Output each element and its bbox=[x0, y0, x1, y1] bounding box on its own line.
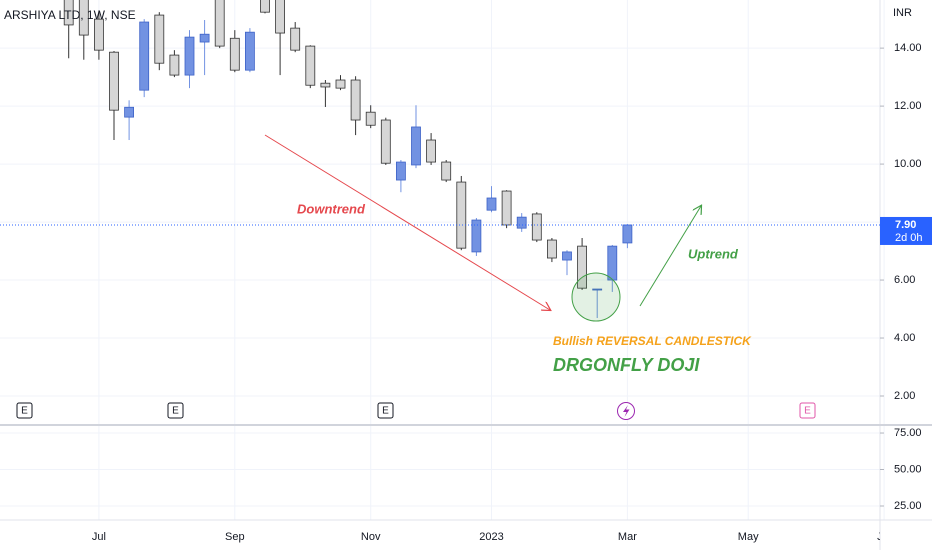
candle-body bbox=[501, 190, 512, 226]
candle-body bbox=[244, 31, 255, 71]
last-price-label: 7.90 bbox=[895, 219, 916, 231]
y-tick-label: 6.00 bbox=[894, 274, 915, 286]
candle-body bbox=[169, 54, 180, 76]
x-tick-label: Nov bbox=[361, 531, 381, 543]
candle-body bbox=[214, 0, 225, 47]
candle-body bbox=[78, 0, 89, 36]
lightning-glyph bbox=[623, 405, 630, 417]
candle-body bbox=[290, 27, 301, 51]
candle-body bbox=[154, 14, 165, 64]
y-tick-label: 4.00 bbox=[894, 332, 915, 344]
axes: 2.004.006.008.0010.0012.0014.0025.0050.0… bbox=[0, 42, 932, 543]
candle-body bbox=[426, 139, 437, 163]
event-box[interactable] bbox=[799, 402, 816, 419]
candles bbox=[63, 0, 633, 319]
candle-body bbox=[622, 224, 633, 244]
candle-body bbox=[411, 126, 421, 166]
x-tick-label: Jul bbox=[92, 531, 106, 543]
annotation: Uptrend bbox=[688, 246, 739, 261]
x-tick-label: 2023 bbox=[479, 531, 503, 543]
y-tick-label: 14.00 bbox=[894, 42, 922, 54]
y2-tick-label: 75.00 bbox=[894, 427, 922, 439]
candle-body bbox=[577, 245, 587, 289]
y2-tick-label: 50.00 bbox=[894, 463, 922, 475]
y-tick-label: 2.00 bbox=[894, 390, 915, 402]
x-axis-labels: Jul Sep Nov 2023 Mar May Jul bbox=[92, 531, 891, 543]
candle-body bbox=[139, 21, 150, 91]
candle-body bbox=[441, 161, 452, 181]
x-tick-label: Mar bbox=[618, 531, 637, 543]
candle-body bbox=[456, 181, 467, 249]
candle-body bbox=[592, 288, 603, 291]
x-tick-label: May bbox=[738, 531, 759, 543]
event-label[interactable]: E bbox=[804, 406, 811, 417]
candle-body bbox=[547, 239, 557, 259]
candle-body bbox=[395, 161, 406, 181]
event-box[interactable] bbox=[16, 402, 33, 419]
candle-body bbox=[124, 106, 134, 118]
candle-body bbox=[380, 119, 391, 164]
event-label[interactable]: E bbox=[21, 406, 28, 417]
last-price-box bbox=[880, 216, 932, 245]
candle-body bbox=[607, 245, 618, 281]
x-tick-label: Sep bbox=[225, 531, 245, 543]
candle-body bbox=[350, 79, 361, 121]
event-box[interactable] bbox=[377, 402, 394, 419]
annotation: Downtrend bbox=[297, 201, 366, 216]
candle-body bbox=[63, 0, 74, 26]
x-tick-label: Jul bbox=[877, 531, 891, 543]
candle-body bbox=[260, 0, 270, 13]
candle-body bbox=[516, 216, 527, 229]
grid bbox=[0, 0, 885, 520]
candle-body bbox=[562, 251, 572, 261]
candle-body bbox=[229, 37, 240, 71]
candle-body bbox=[320, 82, 331, 88]
candle-body bbox=[199, 33, 210, 43]
candle-body bbox=[305, 45, 316, 86]
y-tick-label: 10.00 bbox=[894, 158, 922, 170]
candle-body bbox=[109, 51, 119, 111]
y2-tick-label: 25.00 bbox=[894, 500, 922, 512]
event-label[interactable]: E bbox=[172, 406, 179, 417]
candle-body bbox=[94, 18, 104, 51]
currency-label: INR bbox=[893, 7, 912, 19]
doji-highlight bbox=[571, 272, 621, 322]
uptrend-arrow bbox=[639, 206, 701, 307]
countdown-label: 2d 0h bbox=[895, 232, 923, 244]
annotation: DRGONFLY DOJI bbox=[553, 355, 700, 375]
event-box[interactable] bbox=[167, 402, 184, 419]
candle-body bbox=[471, 219, 482, 253]
event-markers: E E E E bbox=[16, 402, 816, 420]
event-label[interactable]: E bbox=[382, 406, 389, 417]
candle-body bbox=[531, 213, 542, 241]
downtrend-arrow bbox=[264, 134, 550, 310]
annotation: Bullish REVERSAL CANDLESTICK bbox=[553, 334, 752, 348]
candle-body bbox=[275, 0, 286, 34]
y-tick-label: 12.00 bbox=[894, 100, 922, 112]
candle-body bbox=[335, 79, 346, 89]
candle-body bbox=[184, 36, 195, 76]
candle-body bbox=[486, 197, 497, 211]
candle-body bbox=[365, 111, 376, 126]
chart-title: ARSHIYA LTD, 1W, NSE bbox=[4, 8, 136, 22]
